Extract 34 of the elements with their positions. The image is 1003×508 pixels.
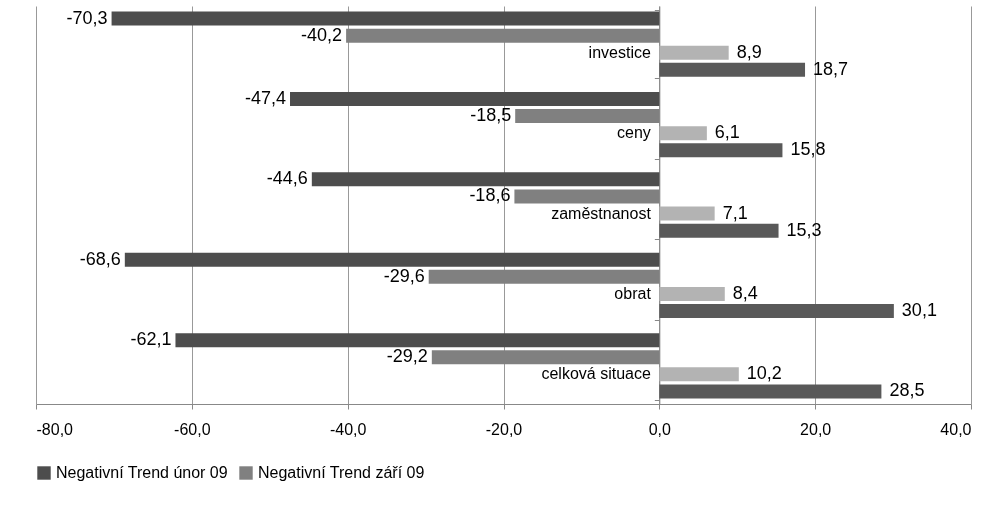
data-label: 10,2 [746, 363, 782, 384]
data-label: -62,1 [130, 329, 172, 350]
data-label: 7,1 [722, 202, 748, 223]
data-label: -40,2 [301, 24, 343, 45]
y-tick-label: ceny [617, 124, 651, 142]
x-tick-label: -20,0 [485, 420, 523, 438]
x-tick-label: 0,0 [648, 420, 672, 438]
legend-label: Negativní Trend únor 09 [56, 464, 228, 481]
y-tick-label: investice [588, 43, 651, 61]
data-label: 15,3 [786, 219, 822, 240]
data-label: 15,8 [790, 139, 826, 160]
x-tick-label: -80,0 [36, 420, 74, 438]
data-label: -70,3 [66, 7, 108, 28]
data-label: 8,9 [736, 41, 762, 62]
x-tick-label: -60,0 [174, 420, 211, 438]
data-label: 30,1 [901, 300, 937, 321]
y-tick-label: celková situace [541, 365, 651, 383]
data-label: -18,6 [469, 185, 511, 206]
x-tick-label: -40,0 [329, 420, 367, 438]
legend-label: Negativní Trend září 09 [258, 464, 425, 481]
data-label: -44,6 [266, 168, 308, 189]
data-label: 28,5 [889, 380, 925, 401]
data-label: 8,4 [732, 282, 758, 303]
data-label: -29,6 [383, 265, 425, 286]
data-label: -18,5 [470, 105, 512, 126]
data-label: -29,2 [386, 346, 428, 367]
data-label: -68,6 [79, 248, 121, 269]
data-label: 6,1 [714, 122, 740, 143]
data-label: -47,4 [244, 87, 287, 108]
y-tick-label: zaměstnanost [551, 204, 652, 222]
x-tick-label: 40,0 [940, 420, 972, 438]
y-tick-label: obrat [614, 284, 652, 302]
x-tick-label: 20,0 [800, 420, 832, 438]
data-label: 18,7 [813, 58, 849, 79]
